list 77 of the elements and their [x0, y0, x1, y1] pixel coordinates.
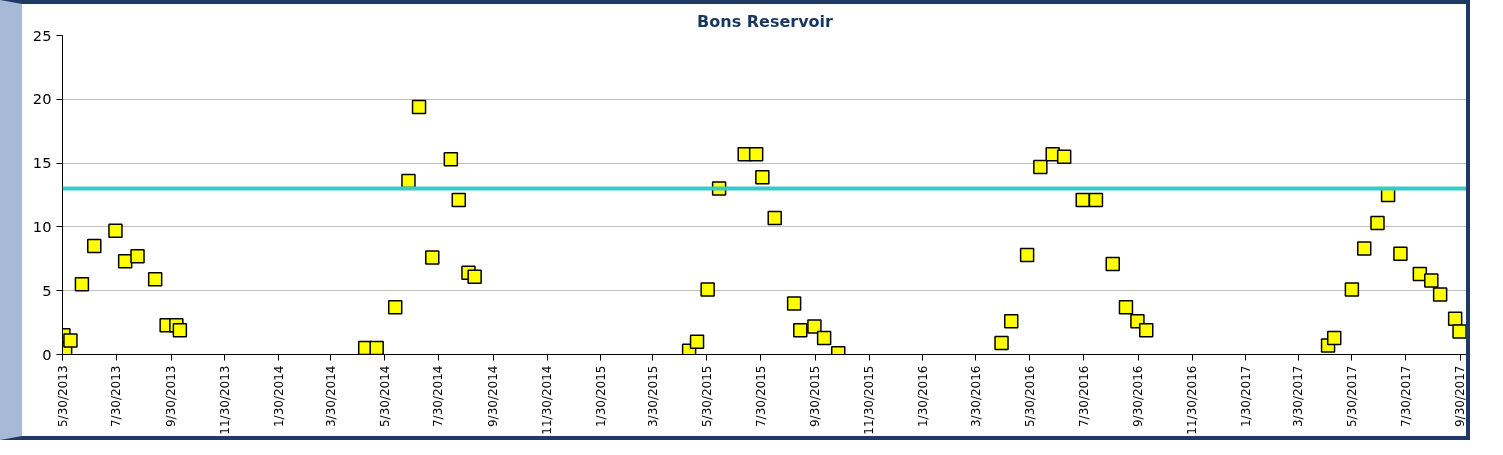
- point: [369, 340, 384, 355]
- x-tick-label: 11/30/2014: [540, 365, 555, 435]
- x-tick-label: 11/30/2015: [862, 365, 877, 435]
- point: [1003, 314, 1019, 329]
- y-tick-label: 10: [32, 217, 52, 235]
- point: [1056, 149, 1072, 164]
- point: [700, 282, 715, 297]
- point: [807, 319, 822, 334]
- point: [748, 146, 764, 162]
- point: [401, 173, 416, 189]
- x-tick-label: 5/30/2013: [55, 365, 70, 428]
- y-tick-label: 0: [42, 345, 52, 363]
- point: [1118, 300, 1134, 315]
- point: [147, 271, 163, 287]
- x-tick-label: 5/30/2016: [1022, 365, 1037, 428]
- point: [1356, 241, 1372, 256]
- point: [87, 238, 102, 254]
- point: [1432, 287, 1448, 302]
- x-tick-label: 7/30/2015: [753, 365, 768, 428]
- point: [443, 152, 459, 167]
- chart-title: Bons Reservoir: [697, 11, 834, 31]
- point: [1139, 323, 1154, 338]
- x-tick-label: 9/30/2013: [164, 365, 179, 428]
- x-tick-label: 9/30/2014: [486, 365, 501, 428]
- point: [767, 210, 782, 226]
- x-tick-label: 9/30/2016: [1131, 365, 1146, 428]
- point: [130, 249, 145, 264]
- x-tick-label: 5/30/2017: [1344, 365, 1359, 428]
- x-tick-label: 5/30/2014: [377, 365, 392, 428]
- x-tick-label: 7/30/2016: [1076, 365, 1091, 428]
- point: [117, 254, 133, 269]
- y-tick-label: 5: [42, 281, 52, 299]
- point: [689, 334, 705, 349]
- point: [994, 335, 1009, 351]
- x-tick-label: 3/30/2016: [968, 365, 983, 428]
- x-tick-label: 1/30/2017: [1238, 365, 1253, 428]
- point: [816, 330, 832, 346]
- x-tick-label: 7/30/2013: [109, 365, 124, 428]
- point: [1105, 256, 1120, 272]
- point: [63, 333, 78, 348]
- x-tick-label: 11/30/2016: [1185, 365, 1200, 435]
- point: [1452, 324, 1466, 339]
- x-tick-label: 1/30/2016: [915, 365, 930, 428]
- x-tick-label: 1/30/2015: [593, 365, 608, 428]
- point: [74, 277, 90, 292]
- point: [786, 296, 802, 311]
- point: [1370, 215, 1385, 231]
- point: [755, 169, 770, 185]
- point: [1424, 273, 1439, 288]
- x-tick-label: 7/30/2017: [1398, 365, 1413, 428]
- y-tick-label: 25: [32, 26, 52, 44]
- x-tick-label: 11/30/2013: [217, 365, 232, 435]
- point: [425, 250, 440, 265]
- y-tick-label: 15: [32, 154, 52, 172]
- point: [451, 192, 467, 208]
- point: [467, 269, 482, 284]
- x-tick-label: 7/30/2014: [431, 365, 446, 428]
- point: [1075, 192, 1090, 208]
- point: [1326, 330, 1342, 346]
- x-tick-label: 1/30/2014: [271, 365, 286, 428]
- x-tick-label: 3/30/2015: [645, 365, 660, 428]
- x-tick-label: 5/30/2015: [699, 365, 714, 428]
- point: [411, 99, 427, 115]
- point: [793, 323, 808, 338]
- point: [1344, 282, 1360, 297]
- x-tick-label: 3/30/2014: [323, 365, 338, 428]
- point: [1033, 159, 1048, 175]
- point: [108, 223, 123, 238]
- point: [387, 300, 403, 315]
- point: [172, 323, 188, 338]
- point: [1393, 246, 1408, 261]
- point: [1088, 192, 1104, 208]
- x-tick-label: 9/30/2017: [1452, 365, 1467, 428]
- y-tick-label: 20: [32, 90, 52, 108]
- x-tick-label: 9/30/2015: [808, 365, 823, 428]
- point: [1019, 247, 1035, 263]
- x-tick-label: 3/30/2017: [1291, 365, 1306, 428]
